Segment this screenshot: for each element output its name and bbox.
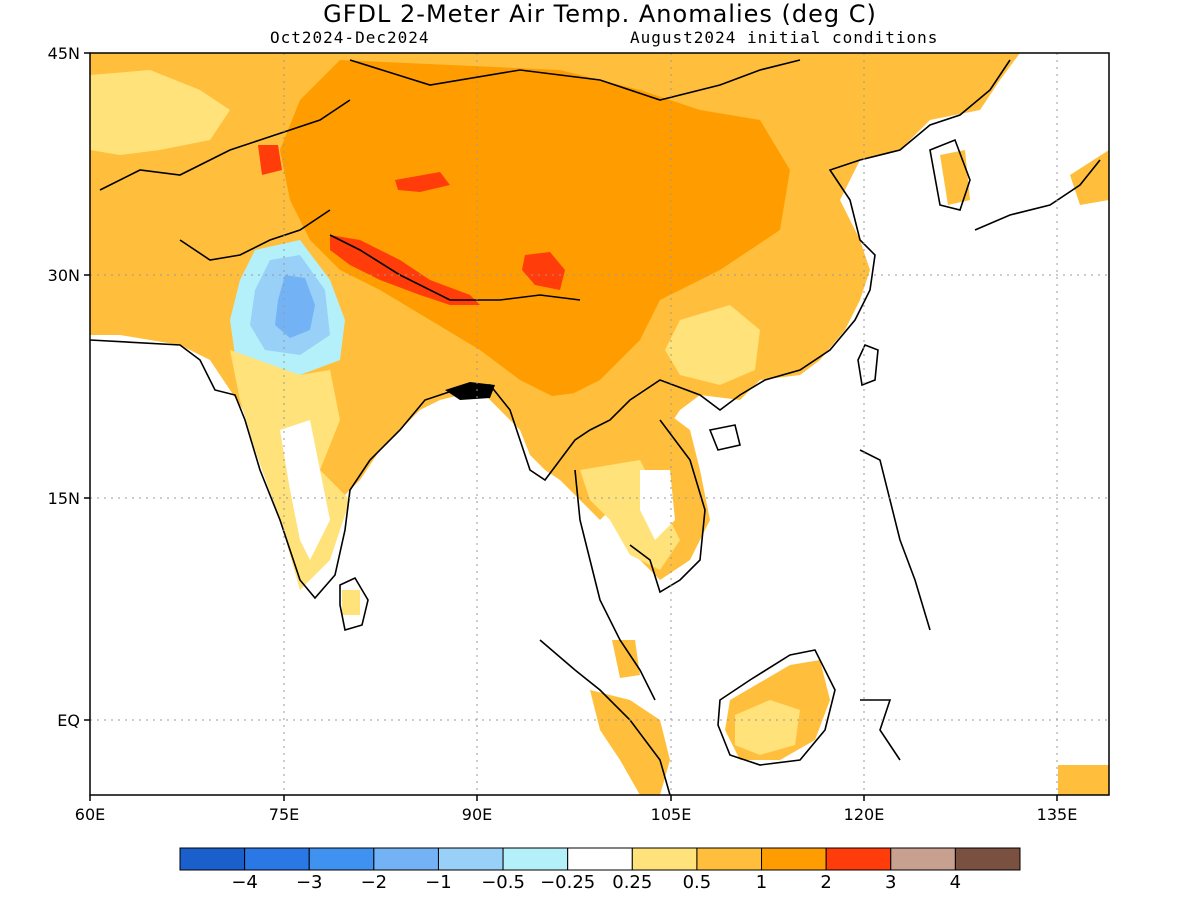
anomaly-field — [90, 53, 1109, 795]
colorbar-swatch — [373, 847, 439, 871]
colorbar-swatch — [631, 847, 698, 871]
colorbar-label: 1 — [755, 872, 768, 893]
colorbar-label: −0.5 — [481, 872, 525, 893]
colorbar-label: −4 — [231, 872, 258, 893]
anomaly-region-tibet-hot — [522, 252, 565, 290]
colorbar-swatch — [244, 847, 310, 871]
anomaly-region-borneo-light — [735, 700, 800, 755]
anomaly-region-manchuria — [930, 53, 1000, 80]
anomaly-region-malay — [612, 640, 640, 678]
lon-label-120e: 120E — [844, 805, 885, 824]
axis-ticks — [84, 52, 1058, 801]
anomaly-region-srilanka — [342, 590, 360, 615]
colorbar-swatch — [308, 847, 375, 871]
lon-label-75e: 75E — [269, 805, 299, 824]
coastlines — [90, 59, 1101, 795]
coast-korea — [929, 138, 971, 211]
colorbar-swatch — [502, 847, 569, 871]
anomaly-region-japan — [1070, 150, 1109, 205]
colorbar-swatch — [825, 847, 892, 871]
colorbar-swatch — [761, 847, 827, 871]
coast-taiwan — [857, 343, 879, 387]
colorbar-swatch — [954, 847, 1021, 871]
border-himalaya — [329, 234, 581, 301]
coast-borneo — [717, 649, 836, 766]
border-mongolia — [349, 59, 801, 101]
map-frame — [89, 52, 1110, 796]
anomaly-region-south-china-light — [665, 305, 760, 385]
border-pakistan — [179, 209, 331, 261]
lon-label-105e: 105E — [651, 805, 692, 824]
coast-sumatra — [539, 639, 671, 795]
colorbar-swatch — [179, 847, 246, 871]
colorbar-swatch — [696, 847, 763, 871]
anomaly-region-himalaya — [330, 235, 480, 305]
anomaly-region-kashmir-hot — [258, 145, 282, 175]
colorbar-label: −1 — [425, 872, 452, 893]
colorbar-label: −2 — [360, 872, 388, 893]
colorbar-label: −3 — [295, 872, 323, 893]
coast-malay-peninsula — [574, 469, 656, 701]
coast-philippines — [859, 449, 931, 631]
coast-japan — [974, 159, 1101, 231]
anomaly-region-central-asia-light — [90, 70, 230, 155]
colorbar-label: 2 — [820, 872, 832, 893]
coast-hainan — [708, 424, 741, 451]
lat-label-30n: 30N — [48, 266, 80, 285]
anomaly-region-tarim-hot — [395, 172, 450, 192]
anomaly-region-india-cool-dark — [275, 275, 315, 338]
colorbar — [179, 847, 1021, 871]
colorbar-label: 0.5 — [682, 872, 712, 893]
lon-label-60e: 60E — [75, 805, 105, 824]
anomaly-region-indochina-light — [580, 460, 680, 570]
colorbar-label: 0.25 — [612, 872, 653, 893]
coast-india — [90, 59, 1011, 600]
colorbar-label: 4 — [949, 872, 962, 893]
anomaly-region-indochina-neutral — [640, 470, 675, 540]
lon-label-90e: 90E — [462, 805, 492, 824]
coast-indochina-east — [629, 419, 706, 594]
lat-label-15n: 15N — [48, 489, 80, 508]
anomaly-region-korea — [940, 150, 970, 205]
bay-of-bengal-delta — [445, 382, 495, 400]
coast-srilanka — [339, 576, 369, 632]
gridlines — [90, 53, 1109, 795]
coast-sulawesi — [860, 699, 901, 761]
lat-label-45n: 45N — [48, 44, 80, 63]
colorbar-label: 3 — [885, 872, 897, 893]
lon-label-135e: 135E — [1037, 805, 1078, 824]
map-title: GFDL 2-Meter Air Temp. Anomalies (deg C) — [323, 0, 877, 28]
anomaly-region-sumatra — [590, 690, 670, 795]
colorbar-swatch — [567, 847, 633, 871]
forecast-period: Oct2024-Dec2024 — [270, 28, 430, 47]
colorbar-label: −0.25 — [540, 872, 596, 893]
border-west — [99, 99, 351, 191]
colorbar-swatch — [437, 847, 504, 871]
colorbar-swatch — [890, 847, 956, 871]
anomaly-region-newguinea — [1058, 765, 1109, 795]
initial-conditions: August2024 initial conditions — [630, 28, 939, 47]
lat-label-eq: EQ — [57, 711, 80, 730]
anomaly-region-india-neutral — [280, 420, 330, 560]
